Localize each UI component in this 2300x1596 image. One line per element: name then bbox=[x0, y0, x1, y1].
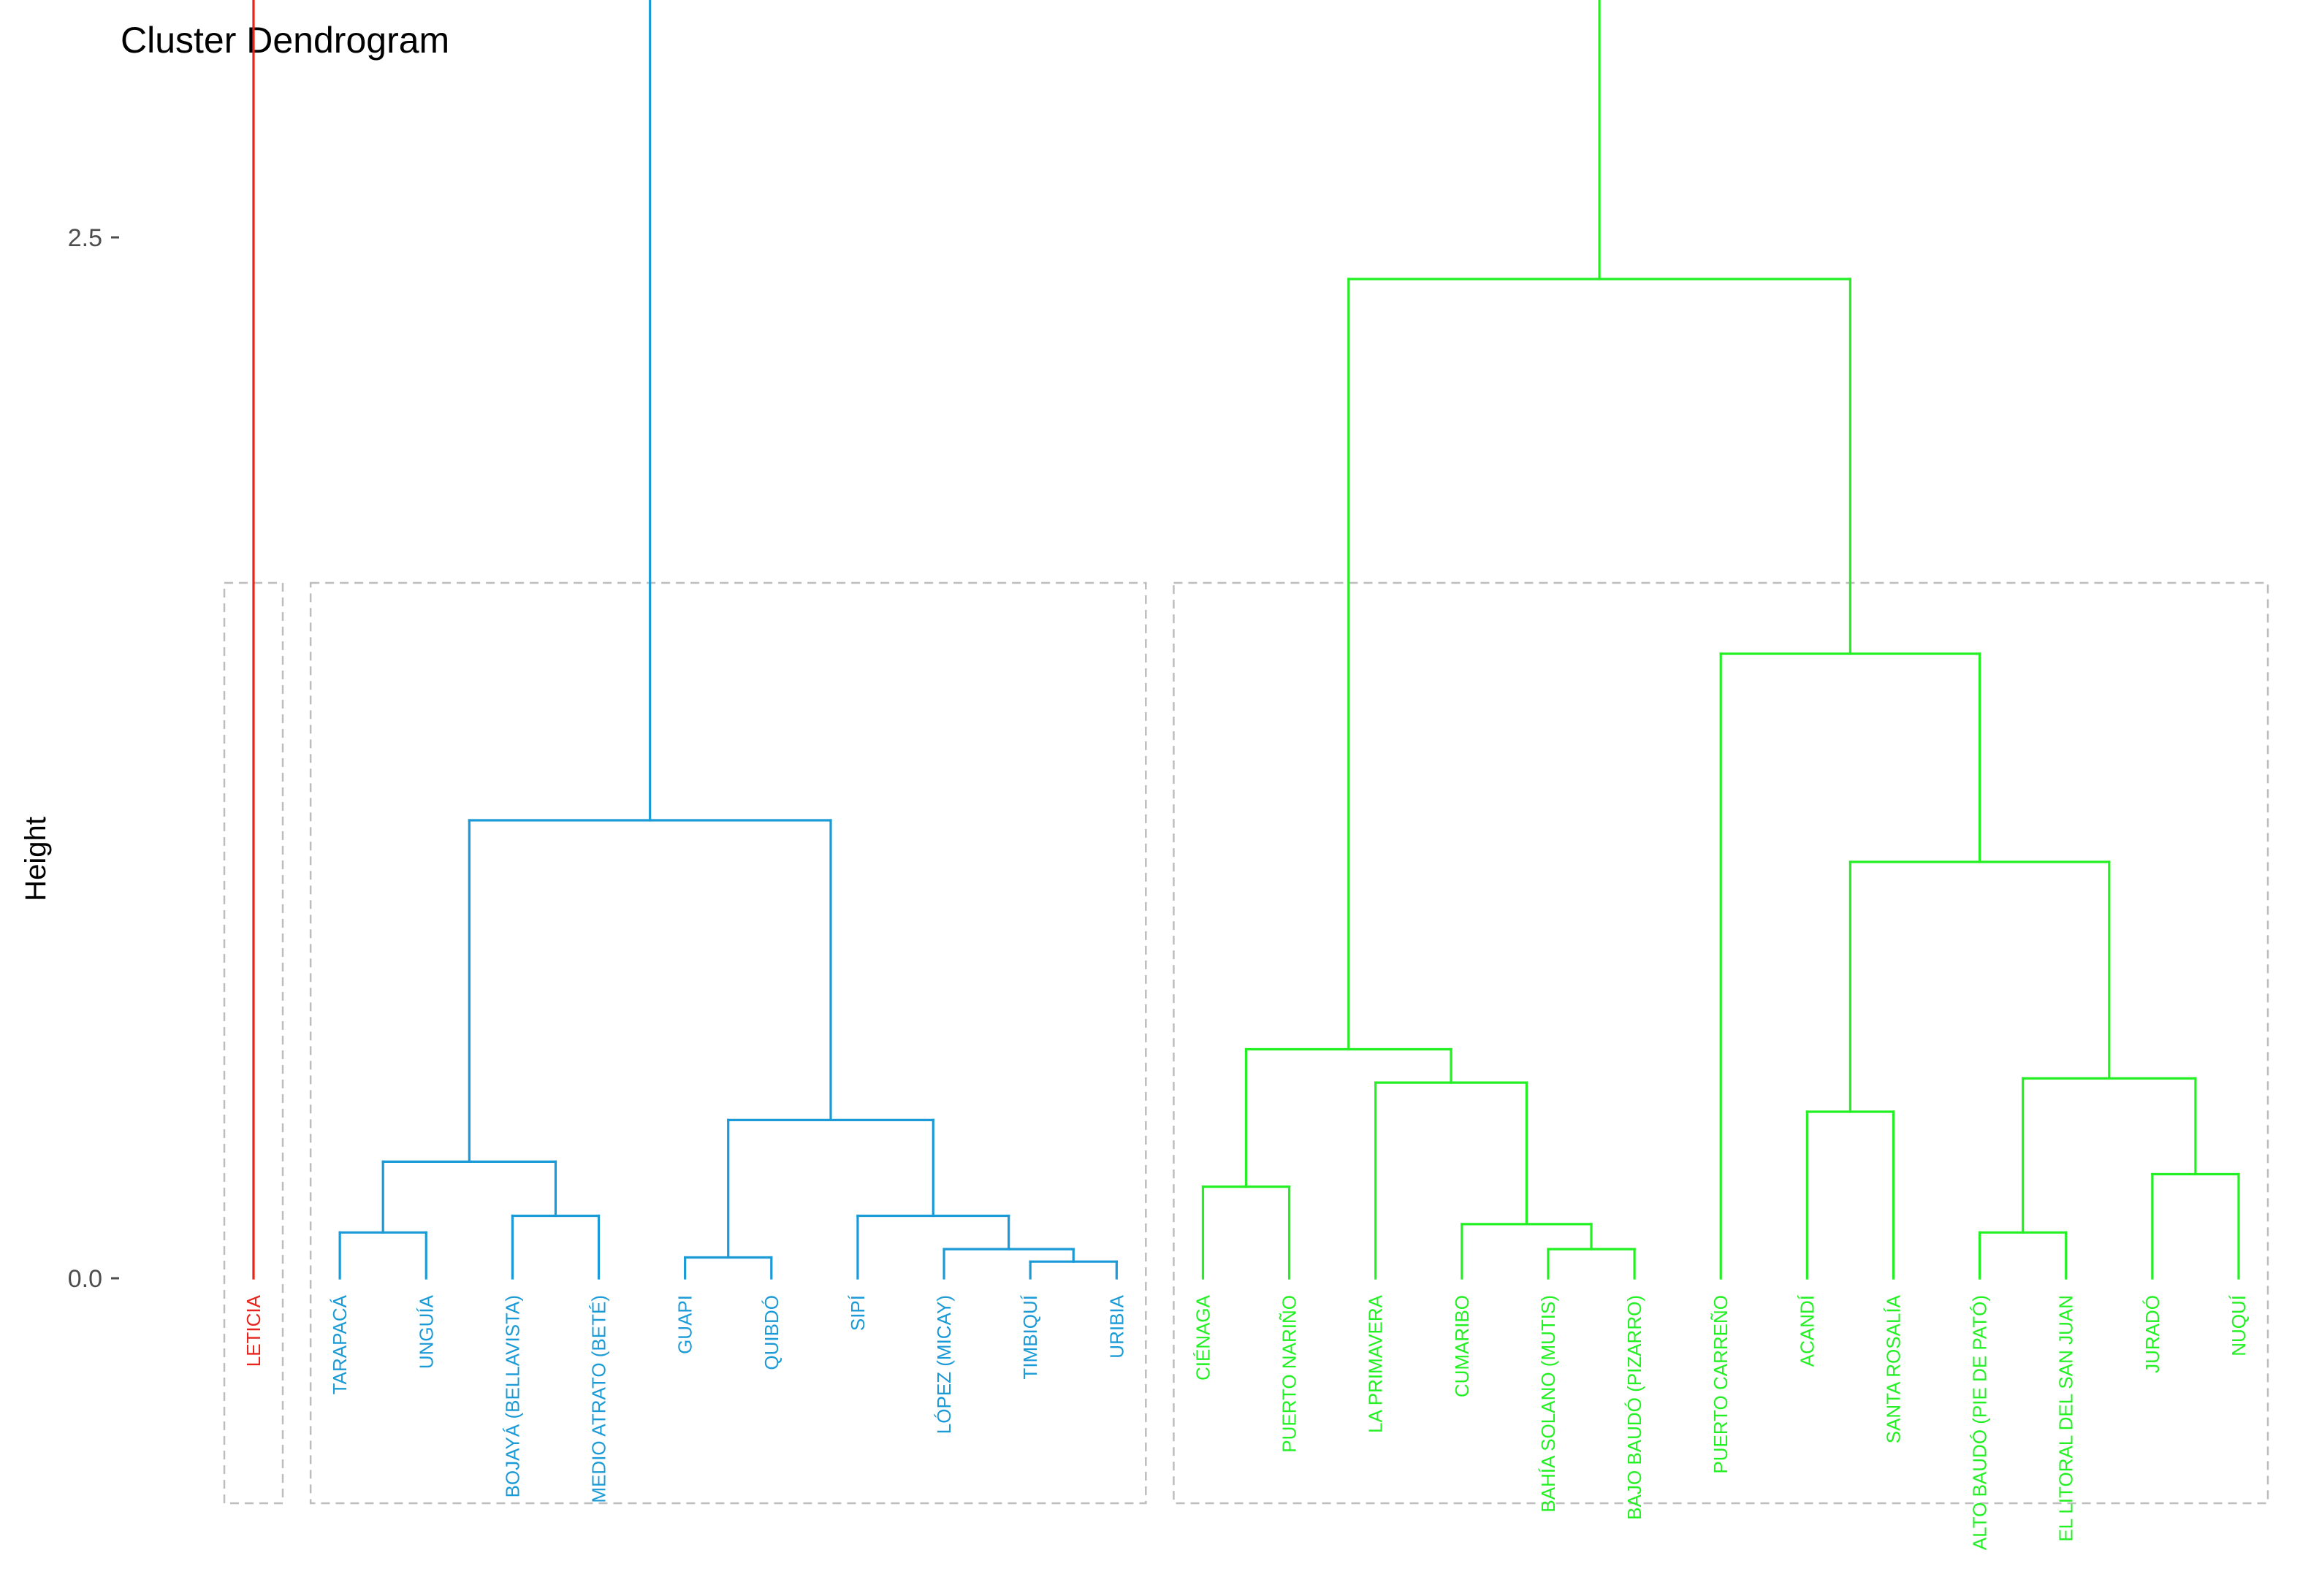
leaf-label: CIÉNAGA bbox=[1192, 1294, 1214, 1381]
leaf-label: SIPÍ bbox=[847, 1294, 869, 1331]
y-axis: 0.02.55.0 bbox=[68, 224, 119, 1293]
leaf-label: GUAPI bbox=[674, 1295, 696, 1354]
leaf-label: QUIBDÓ bbox=[761, 1295, 782, 1370]
leaf-label: BOJAYÁ (BELLAVISTA) bbox=[501, 1295, 523, 1497]
leaf-label: JURADÓ bbox=[2141, 1295, 2163, 1373]
leaf-label: URIBIA bbox=[1105, 1294, 1127, 1358]
leaf-label: PUERTO CARREÑO bbox=[1710, 1295, 1732, 1474]
leaf-label: TIMBIQUÍ bbox=[1019, 1294, 1041, 1379]
leaf-label: BAJO BAUDÓ (PIZARRO) bbox=[1623, 1295, 1645, 1520]
leaf-label: ACANDÍ bbox=[1796, 1294, 1818, 1367]
leaf-label: CUMARIBO bbox=[1451, 1295, 1473, 1397]
leaf-label: LETICIA bbox=[243, 1294, 264, 1367]
cluster-boxes bbox=[223, 581, 2269, 1505]
leaf-labels: LETICIA TARAPACÁ UNGUÍA BOJAYÁ (BELLAVISTA)… bbox=[243, 1294, 2250, 1550]
leaf-label: LA PRIMAVERA bbox=[1365, 1294, 1387, 1432]
leaf-label: LÓPEZ (MICAY) bbox=[933, 1295, 955, 1434]
y-tick-label: 0.0 bbox=[68, 1265, 102, 1293]
y-axis-label: Height bbox=[20, 817, 52, 901]
leaf-label: PUERTO NARIÑO bbox=[1279, 1295, 1301, 1453]
leaf-label: UNGUÍA bbox=[415, 1294, 437, 1369]
cluster-box bbox=[1173, 581, 2269, 1505]
chart-title: Cluster Dendrogram bbox=[121, 20, 449, 61]
leaf-label: NUQUÍ bbox=[2228, 1294, 2250, 1356]
leaf-label: MEDIO ATRATO (BETÉ) bbox=[588, 1295, 610, 1503]
leaf-label: ALTO BAUDÓ (PIE DE PATÓ) bbox=[1969, 1295, 1991, 1550]
leaf-label: EL LITORAL DEL SAN JUAN bbox=[2055, 1295, 2077, 1542]
dendrogram-links bbox=[252, 0, 2240, 1280]
y-tick-label: 2.5 bbox=[68, 224, 102, 252]
leaf-label: TARAPACÁ bbox=[329, 1294, 351, 1394]
leaf-label: SANTA ROSALÍA bbox=[1882, 1294, 1904, 1443]
cluster-box bbox=[309, 581, 1147, 1505]
leaf-label: BAHÍA SOLANO (MUTIS) bbox=[1537, 1295, 1559, 1513]
